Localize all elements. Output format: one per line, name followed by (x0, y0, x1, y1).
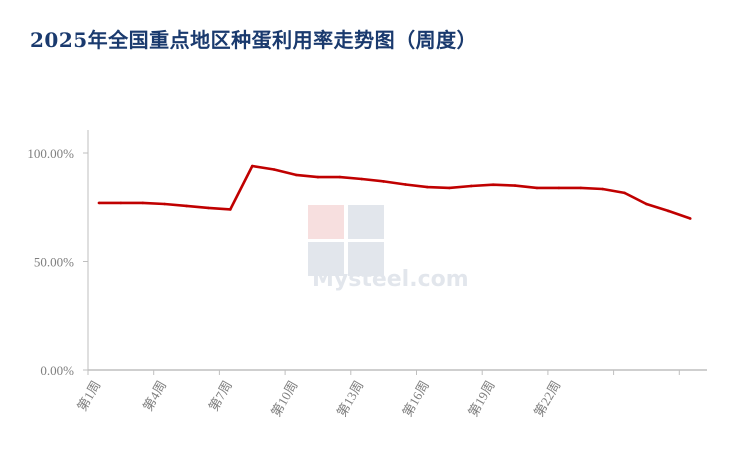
data-point (141, 201, 145, 205)
data-point (623, 191, 626, 195)
data-point (688, 217, 692, 220)
x-tick-label: 第10周 (268, 378, 300, 419)
data-point (272, 168, 276, 171)
data-point (667, 209, 670, 213)
svg-text:Mysteel.com: Mysteel.com (312, 267, 469, 292)
data-point (448, 186, 451, 190)
x-tick-label: 第22周 (531, 378, 563, 419)
data-point (119, 201, 123, 205)
data-point (207, 206, 210, 210)
y-tick-label: 50.00% (34, 255, 74, 270)
chart-title: 2025年全国重点地区种蛋利用率走势图（周度） (30, 28, 478, 52)
x-tick-label: 第16周 (400, 378, 432, 419)
x-tick-label: 第7周 (206, 378, 235, 414)
data-point (382, 180, 385, 183)
data-point (426, 185, 429, 189)
series-line (99, 164, 691, 220)
data-point (250, 164, 254, 168)
x-tick-label: 第4周 (140, 378, 169, 414)
data-point (97, 201, 101, 205)
data-point (535, 186, 539, 190)
data-point (601, 187, 604, 191)
data-point (469, 184, 473, 188)
x-tick-label: 第13周 (334, 378, 366, 419)
data-point (316, 175, 320, 179)
data-point (513, 184, 517, 187)
data-point (185, 204, 188, 208)
data-point (229, 208, 232, 211)
data-point (557, 186, 561, 190)
data-point (294, 173, 298, 177)
data-point (360, 177, 364, 181)
data-point (404, 183, 407, 186)
data-point (645, 202, 648, 206)
data-point (338, 175, 342, 179)
data-point (491, 183, 495, 186)
data-point (579, 186, 583, 190)
y-tick-label: 100.00% (27, 146, 74, 161)
watermark: Mysteel.com (308, 205, 469, 292)
x-tick-label: 第1周 (74, 378, 103, 414)
data-point (163, 202, 166, 206)
y-tick-label: 0.00% (40, 363, 74, 378)
x-tick-label: 第19周 (465, 378, 497, 419)
